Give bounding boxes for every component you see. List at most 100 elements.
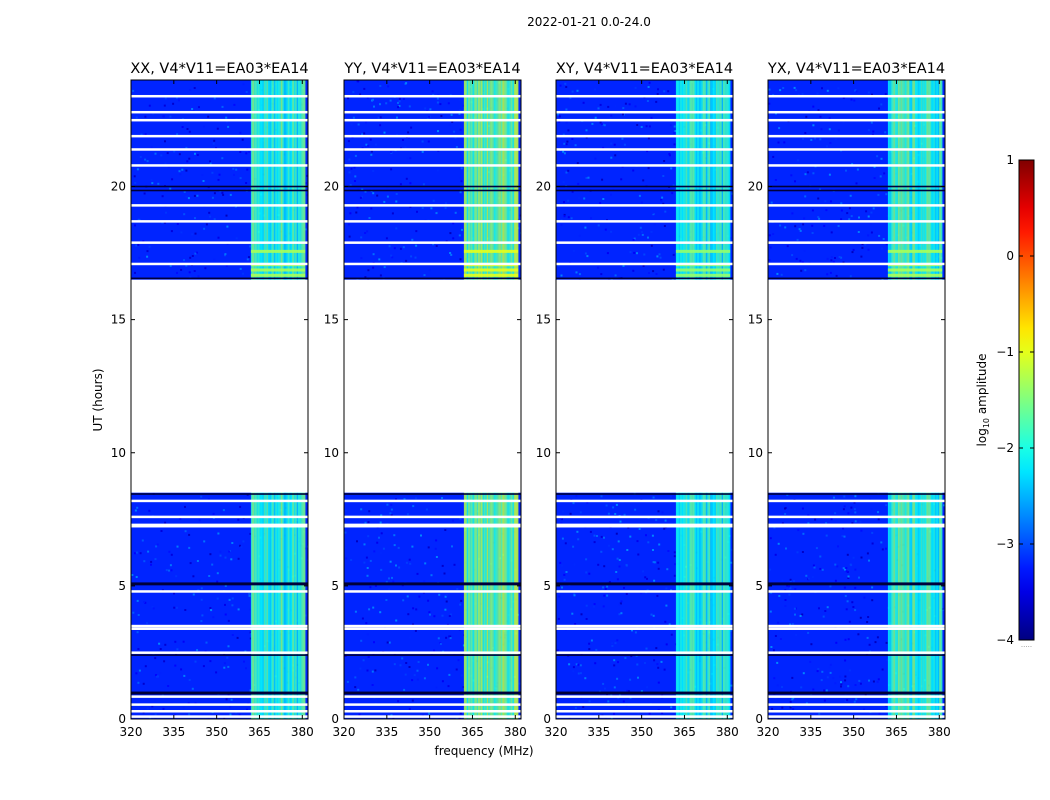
flagged-time-row	[768, 262, 945, 266]
noise-speckle	[853, 508, 856, 511]
noise-speckle	[411, 699, 414, 702]
noise-speckle	[562, 181, 565, 184]
noise-speckle	[134, 182, 137, 184]
noise-speckle	[606, 585, 609, 588]
dark-time-row	[556, 189, 733, 192]
noise-speckle	[224, 253, 227, 256]
noise-speckle	[802, 138, 804, 140]
noise-speckle	[405, 177, 408, 180]
flagged-time-row	[344, 499, 521, 503]
noise-speckle	[799, 615, 802, 617]
noise-speckle	[421, 207, 424, 209]
noise-speckle	[846, 212, 849, 215]
dark-time-row	[131, 692, 308, 695]
noise-speckle	[817, 668, 820, 670]
noise-speckle	[163, 104, 166, 107]
noise-speckle	[430, 574, 433, 577]
noise-speckle	[369, 586, 372, 589]
noise-speckle	[355, 211, 358, 214]
noise-speckle	[356, 540, 358, 543]
noise-speckle	[453, 130, 456, 133]
data-gap	[344, 279, 521, 493]
noise-speckle	[830, 518, 833, 521]
noise-speckle	[409, 157, 412, 160]
noise-speckle	[459, 128, 462, 131]
noise-speckle	[392, 580, 395, 583]
noise-speckle	[731, 192, 733, 195]
noise-speckle	[627, 526, 630, 529]
noise-speckle	[876, 680, 879, 683]
noise-speckle	[647, 541, 650, 544]
noise-speckle	[563, 201, 565, 204]
noise-speckle	[593, 603, 596, 606]
flagged-time-row	[344, 148, 521, 151]
x-tick-label: 320	[120, 725, 143, 739]
noise-speckle	[615, 571, 618, 573]
noise-speckle	[589, 530, 592, 533]
noise-speckle	[304, 228, 307, 231]
x-tick-label: 335	[587, 725, 610, 739]
noise-speckle	[848, 620, 851, 623]
noise-speckle	[344, 655, 347, 657]
noise-speckle	[869, 650, 871, 653]
noise-speckle	[877, 511, 879, 514]
noise-speckle	[563, 213, 566, 216]
noise-speckle	[667, 90, 670, 93]
noise-speckle	[576, 89, 579, 92]
noise-speckle	[237, 518, 240, 521]
noise-speckle	[408, 708, 411, 711]
noise-speckle	[457, 659, 460, 662]
noise-speckle	[618, 559, 621, 561]
noise-speckle	[604, 228, 607, 231]
noise-speckle	[219, 550, 222, 553]
noise-speckle	[857, 633, 860, 636]
noise-speckle	[372, 266, 375, 269]
noise-speckle	[811, 224, 814, 227]
noise-speckle	[622, 107, 625, 110]
noise-speckle	[857, 231, 860, 233]
noise-speckle	[142, 240, 145, 243]
noise-speckle	[170, 569, 173, 572]
noise-speckle	[801, 261, 804, 264]
noise-speckle	[216, 127, 219, 130]
noise-speckle	[143, 192, 146, 195]
noise-speckle	[436, 97, 439, 100]
noise-speckle	[156, 543, 159, 546]
noise-speckle	[844, 675, 847, 678]
noise-speckle	[368, 217, 371, 219]
flagged-time-row	[344, 651, 521, 654]
flagged-time-row	[556, 524, 733, 528]
noise-speckle	[579, 511, 582, 514]
noise-speckle	[415, 244, 418, 247]
noise-speckle	[801, 92, 804, 95]
noise-speckle	[830, 259, 833, 262]
noise-speckle	[391, 576, 393, 579]
noise-speckle	[784, 599, 787, 601]
noise-speckle	[855, 90, 858, 93]
noise-speckle	[213, 97, 216, 100]
noise-speckle	[569, 97, 572, 99]
noise-speckle	[225, 120, 228, 123]
noise-speckle	[786, 584, 789, 587]
noise-speckle	[157, 182, 160, 185]
noise-speckle	[134, 224, 136, 227]
noise-speckle	[390, 503, 393, 506]
noise-speckle	[425, 508, 428, 511]
noise-speckle	[602, 146, 605, 149]
data-gap	[131, 279, 308, 493]
panel-title: YY, V4*V11=EA03*EA14	[343, 61, 520, 77]
noise-speckle	[667, 550, 670, 552]
flagged-time-row	[768, 627, 945, 630]
noise-speckle	[577, 182, 580, 185]
noise-speckle	[150, 563, 152, 566]
dark-time-row	[131, 654, 308, 656]
noise-speckle	[188, 713, 191, 716]
flagged-time-row	[131, 204, 308, 207]
noise-speckle	[249, 532, 252, 535]
noise-speckle	[582, 101, 585, 104]
noise-speckle	[610, 693, 613, 696]
noise-speckle	[828, 128, 831, 131]
noise-speckle	[834, 512, 837, 515]
noise-speckle	[354, 154, 357, 157]
noise-speckle	[151, 705, 154, 708]
